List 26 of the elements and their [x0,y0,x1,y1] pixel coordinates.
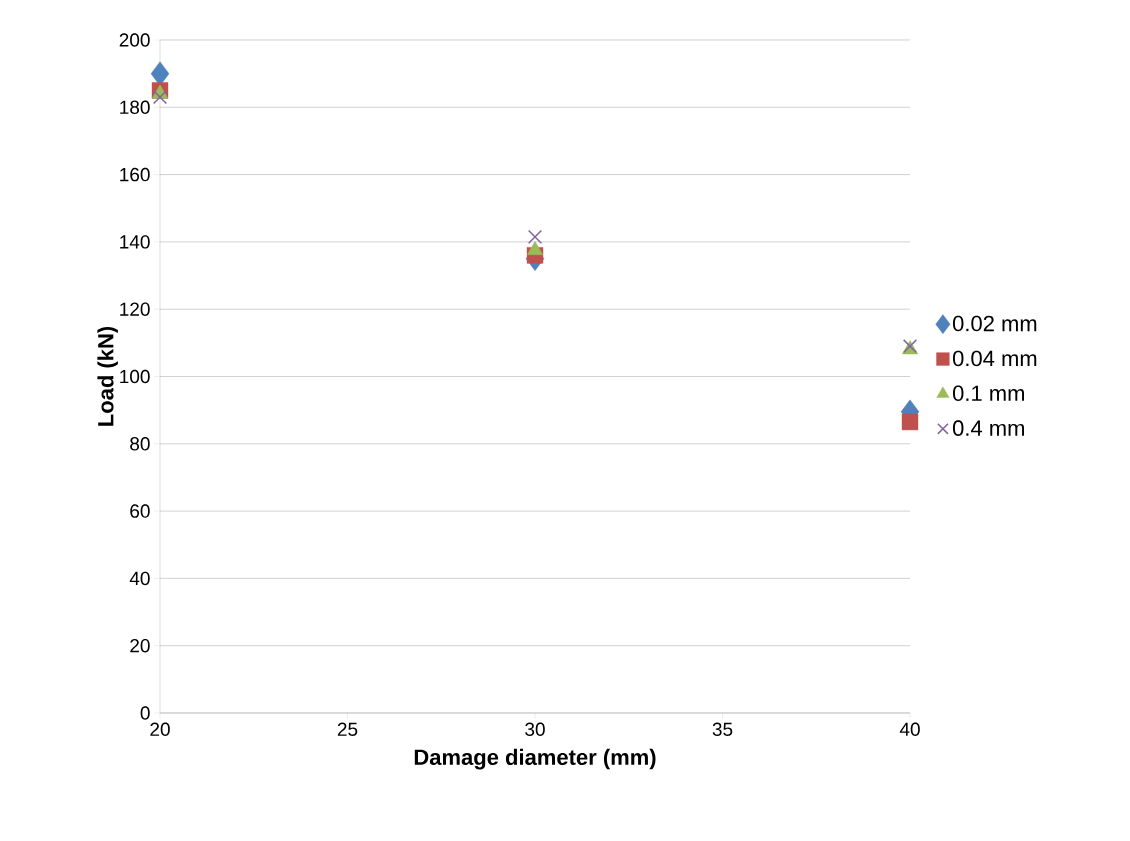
legend-label: 0.4 mm [952,420,1024,436]
x-tick-label: 35 [712,722,733,736]
x-tick-label: 40 [899,722,920,736]
legend-label: 0.1 mm [952,385,1024,402]
y-tick-label: 180 [120,100,150,115]
y-tick-label: 200 [119,33,150,47]
y-tick-label: 120 [120,302,150,316]
y-tick-label: 40 [129,571,150,586]
y-tick-label: 80 [130,437,150,451]
point [527,241,543,256]
y-tick-label: 0 [140,706,150,720]
y-tick-label: 100 [120,369,150,384]
y-axis-title: Load (kN) [97,326,118,426]
x-tick-label: 20 [150,722,170,736]
point [901,413,919,431]
y-tick-label: 60 [130,504,150,518]
legend-label: 0.04 mm [952,350,1037,367]
y-tick-label: 140 [120,235,150,249]
x-tick-label: 25 [337,722,358,736]
point [527,229,543,244]
x-tick-label: 30 [525,722,545,736]
point [152,90,168,105]
x-axis-title: Damage diameter (mm) [414,748,656,770]
y-tick-label: 20 [130,638,150,653]
y-tick-label: 160 [120,167,150,182]
legend-label: 0.02 mm [952,315,1037,332]
